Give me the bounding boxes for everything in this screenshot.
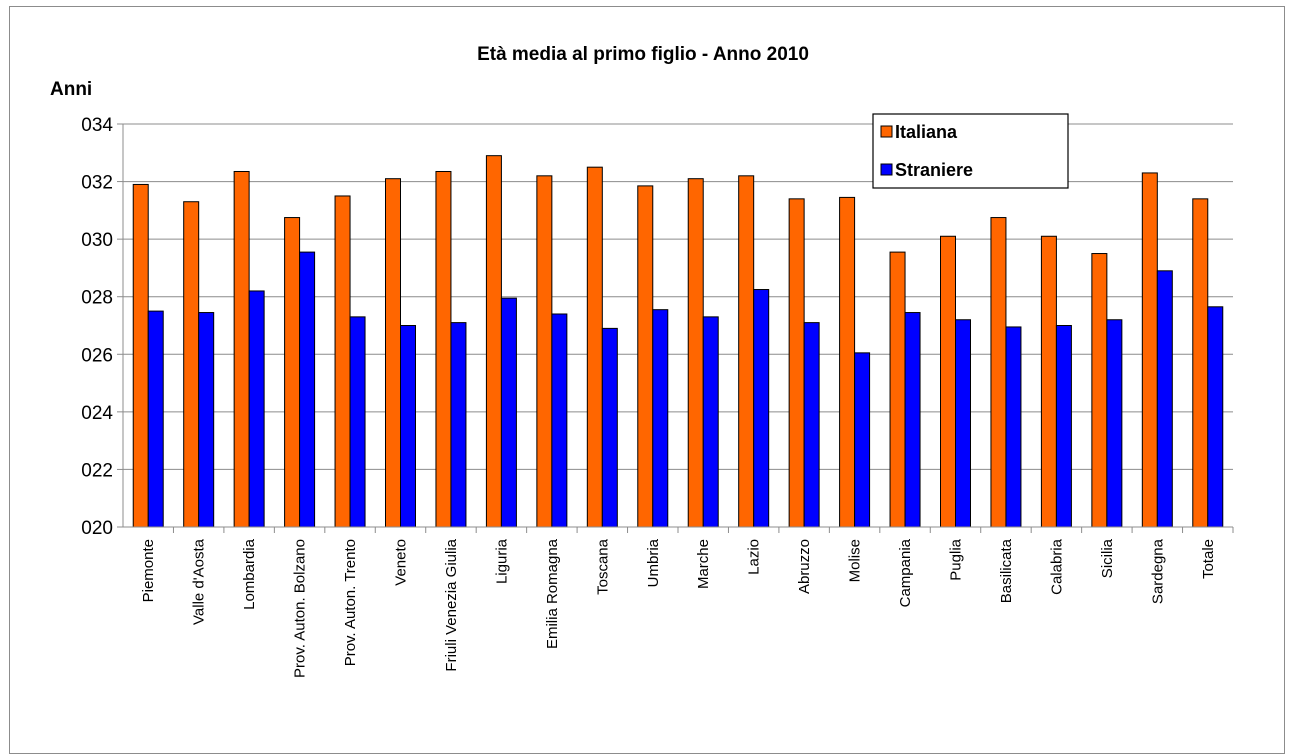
x-tick-label: Valle d'Aosta xyxy=(191,538,208,625)
x-tick-label: Veneto xyxy=(393,539,410,586)
x-tick-label: Marche xyxy=(695,539,712,589)
axes xyxy=(117,123,1234,533)
y-tick-label: 022 xyxy=(81,460,113,481)
x-tick-label: Puglia xyxy=(948,538,965,580)
bar-italiana-21 xyxy=(1192,198,1209,528)
bar-straniere-8 xyxy=(551,313,568,528)
bar-italiana-19 xyxy=(1091,253,1108,528)
bar-italiana-8 xyxy=(536,175,553,528)
legend: Italiana Straniere xyxy=(872,113,1069,189)
bar-italiana-0 xyxy=(132,183,149,528)
bar-italiana-2 xyxy=(233,170,250,528)
bar-straniere-10 xyxy=(652,309,669,528)
bar-straniere-20 xyxy=(1156,270,1173,528)
bar-straniere-7 xyxy=(500,297,517,528)
bar-italiana-18 xyxy=(1040,235,1057,528)
bar-straniere-9 xyxy=(601,327,618,528)
y-tick-label: 028 xyxy=(81,288,113,309)
chart-title: Età media al primo figlio - Anno 2010 xyxy=(477,44,809,65)
y-tick-label: 024 xyxy=(81,403,113,424)
bar-straniere-2 xyxy=(248,290,265,528)
bar-italiana-4 xyxy=(334,195,351,528)
bar-straniere-21 xyxy=(1207,306,1224,528)
bar-italiana-7 xyxy=(485,155,502,528)
bar-straniere-6 xyxy=(450,322,467,528)
bar-italiana-12 xyxy=(738,175,755,528)
x-tick-label: Sicilia xyxy=(1099,538,1116,578)
bar-straniere-16 xyxy=(955,319,971,528)
x-tick-label: Lazio xyxy=(746,539,763,575)
x-tick-label: Prov. Auton. Bolzano xyxy=(292,539,309,678)
bar-straniere-5 xyxy=(400,325,416,528)
bar-italiana-11 xyxy=(687,178,704,528)
x-tick-label: Umbria xyxy=(645,538,662,587)
bar-italiana-9 xyxy=(586,166,603,528)
bar-italiana-15 xyxy=(889,251,906,528)
bar-italiana-1 xyxy=(183,201,200,528)
y-axis-label: Anni xyxy=(50,79,92,100)
bar-italiana-10 xyxy=(637,185,654,528)
x-tick-label: Sardegna xyxy=(1149,538,1166,604)
chart-canvas: Età media al primo figlio - Anno 2010 An… xyxy=(50,44,1234,678)
x-tick-label: Calabria xyxy=(1048,538,1065,595)
y-tick-label: 032 xyxy=(81,173,113,194)
bar-italiana-5 xyxy=(385,178,401,528)
legend-swatch-straniere xyxy=(880,163,893,176)
y-tick-label: 030 xyxy=(81,230,113,251)
legend-label-straniere: Straniere xyxy=(895,160,973,180)
x-tick-label: Lombardia xyxy=(241,538,258,610)
bar-italiana-3 xyxy=(284,217,301,528)
x-tick-label: Friuli Venezia Giulia xyxy=(443,538,460,671)
bar-straniere-18 xyxy=(1055,325,1072,528)
bar-straniere-0 xyxy=(147,310,164,528)
x-tick-label: Toscana xyxy=(594,538,611,595)
bar-italiana-6 xyxy=(435,170,452,528)
bars xyxy=(132,155,1224,528)
y-tick-label: 026 xyxy=(81,345,113,366)
legend-swatch-italiana xyxy=(880,125,893,138)
legend-label-italiana: Italiana xyxy=(895,122,958,142)
bar-italiana-17 xyxy=(990,217,1007,528)
x-tick-labels: Piemonte Valle d'Aosta Lombardia Prov. Auto… xyxy=(140,538,1217,678)
bar-straniere-12 xyxy=(753,289,770,528)
y-tick-label: 020 xyxy=(81,518,113,539)
bar-straniere-19 xyxy=(1106,319,1123,528)
x-tick-label: Basilicata xyxy=(998,538,1015,603)
bar-straniere-14 xyxy=(854,352,871,528)
bar-straniere-1 xyxy=(198,312,215,528)
x-tick-label: Abruzzo xyxy=(796,539,813,594)
x-tick-label: Totale xyxy=(1200,539,1217,579)
bar-italiana-20 xyxy=(1141,172,1158,528)
bar-italiana-16 xyxy=(940,235,956,528)
chart-frame: Età media al primo figlio - Anno 2010 An… xyxy=(9,6,1285,754)
x-tick-label: Piemonte xyxy=(140,539,157,602)
x-tick-label: Prov. Auton. Trento xyxy=(342,539,359,666)
bar-italiana-13 xyxy=(788,198,805,528)
bar-straniere-3 xyxy=(299,251,316,528)
bar-straniere-4 xyxy=(349,316,366,528)
legend-box xyxy=(872,113,1069,189)
x-tick-label: Molise xyxy=(847,539,864,582)
bar-straniere-15 xyxy=(904,312,921,528)
bar-straniere-17 xyxy=(1005,326,1022,528)
bar-italiana-14 xyxy=(839,196,856,528)
x-tick-label: Emilia Romagna xyxy=(544,538,561,649)
y-tick-label: 034 xyxy=(81,115,113,136)
x-tick-label: Liguria xyxy=(493,538,510,584)
bar-straniere-13 xyxy=(803,322,820,528)
y-tick-labels: 020 022 024 026 028 030 032 034 xyxy=(81,115,113,539)
bar-straniere-11 xyxy=(702,316,719,528)
x-tick-label: Campania xyxy=(897,538,914,607)
